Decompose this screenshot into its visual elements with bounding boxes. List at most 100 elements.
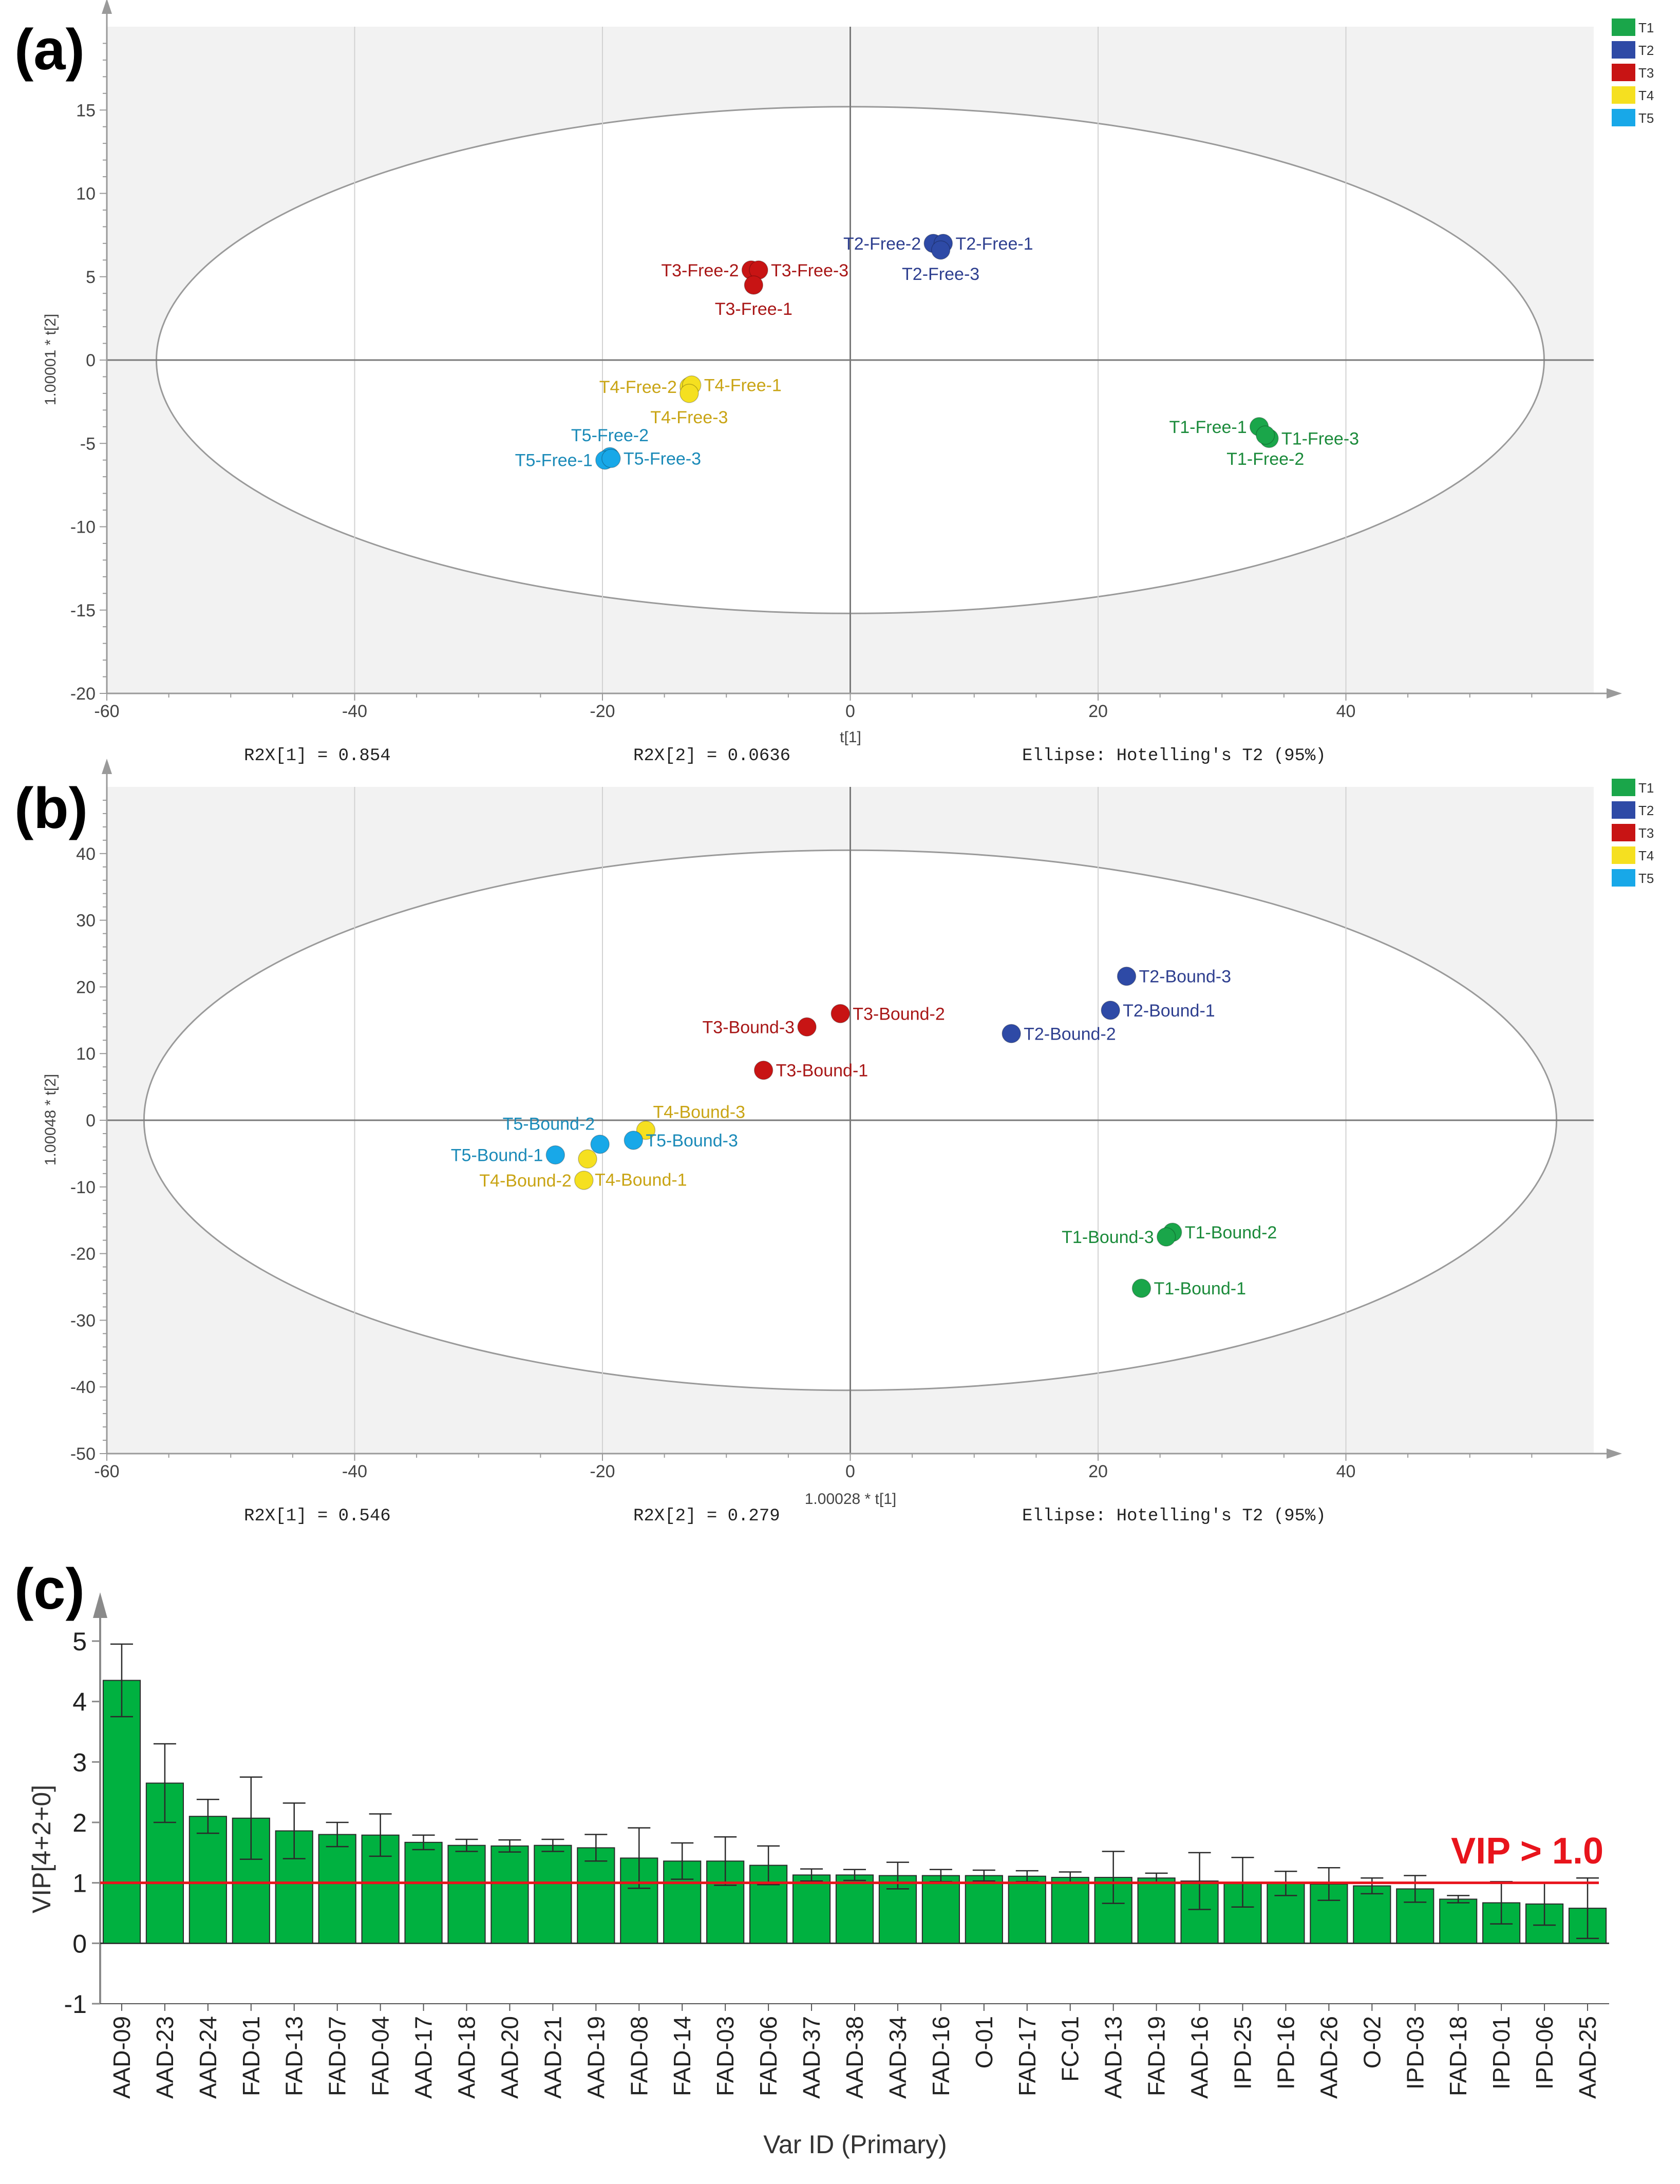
x-category-label: IPD-25: [1229, 2016, 1256, 2089]
y-tick-label: 40: [76, 844, 96, 864]
x-category-label: AAD-19: [582, 2016, 609, 2099]
legend-label: T5: [1638, 110, 1654, 126]
x-tick-label: 0: [845, 1462, 855, 1481]
y-tick-label: 15: [76, 101, 96, 120]
r2x1-b: R2X[1] = 0.546: [244, 1507, 391, 1526]
y-tick-label: -1: [64, 1990, 87, 2019]
y-tick-label: 0: [86, 351, 96, 370]
point-label: T5-Free-1: [515, 451, 593, 470]
x-category-label: FAD-01: [238, 2016, 265, 2096]
y-tick-label: 4: [72, 1688, 87, 1717]
y-axis-label-c: VIP[4+2+0]: [27, 1785, 56, 1913]
x-category-label: AAD-37: [798, 2016, 825, 2099]
x-axis-arrow-icon: [1607, 1448, 1622, 1459]
score-point: [753, 1060, 773, 1080]
vip-bar: [1137, 1877, 1176, 1944]
x-category-label: FAD-06: [755, 2016, 782, 2096]
vip-bar: [577, 1847, 615, 1944]
y-axis-arrow-icon: [102, 759, 112, 774]
legend-b: T1 T2 T3 T4 T5: [1612, 779, 1654, 887]
point-label: T5-Free-3: [624, 449, 701, 468]
x-category-label: FAD-17: [1014, 2016, 1041, 2096]
r2x1-a: R2X[1] = 0.854: [244, 746, 391, 766]
legend-label: T4: [1638, 848, 1654, 863]
y-tick-label: 20: [76, 977, 96, 997]
point-label: T3-Bound-2: [853, 1004, 945, 1024]
legend-swatch: [1612, 18, 1635, 36]
x-category-label: AAD-17: [410, 2016, 437, 2099]
x-category-label: AAD-34: [884, 2016, 911, 2099]
x-category-label: AAD-21: [539, 2016, 566, 2099]
point-label: T1-Free-2: [1226, 449, 1304, 469]
legend-swatch: [1612, 41, 1635, 59]
plot-a-area: -60 -40 -20 0 20 40 -20 -15 -10 -5 0 5 10 15 T1-Free-1…: [70, 0, 1622, 721]
point-label: T5-Bound-3: [646, 1131, 738, 1151]
y-axis-arrow-icon: [93, 1592, 107, 1618]
x-axis-label-b: 1.00028 * t[1]: [805, 1491, 896, 1508]
r2x2-a: R2X[2] = 0.0636: [633, 746, 790, 766]
legend-label: T3: [1638, 65, 1654, 81]
y-tick-label: -5: [80, 434, 96, 454]
x-tick-label: -40: [342, 1462, 367, 1481]
x-axis-label-c: Var ID (Primary): [763, 2130, 947, 2159]
x-tick-label: 0: [845, 702, 855, 721]
x-tick-label: 40: [1336, 702, 1356, 721]
score-point: [931, 240, 951, 260]
point-label: T3-Bound-3: [703, 1018, 795, 1037]
point-label: T3-Free-1: [715, 299, 792, 319]
score-point: [1156, 1227, 1176, 1247]
r2x2-b: R2X[2] = 0.279: [633, 1507, 780, 1526]
panel-a-score-plot: (a) -60 -40 -20 0 20 40 -20 -15 -10 -5 0 5 10 15 T1-Fr…: [14, 0, 1654, 766]
x-category-label: IPD-16: [1272, 2016, 1299, 2089]
vip-bar: [1223, 1881, 1262, 1944]
panel-b-label: (b): [14, 776, 88, 840]
vip-bar: [792, 1874, 831, 1944]
score-point: [1131, 1278, 1152, 1298]
panel-b-score-plot: (b) -60 -40 -20 0 20 40 -50 -40 -30 -20 -10 0 10 20 30…: [14, 759, 1654, 1526]
vip-bar: [404, 1841, 443, 1944]
legend-swatch: [1612, 869, 1635, 887]
legend-swatch: [1612, 824, 1635, 841]
x-category-label: FAD-19: [1143, 2016, 1170, 2096]
legend-swatch: [1612, 109, 1635, 126]
score-point: [1002, 1024, 1021, 1044]
x-category-label: FAD-16: [928, 2016, 954, 2096]
x-category-label: FAD-07: [324, 2016, 351, 2096]
panel-c-label: (c): [14, 1557, 85, 1621]
vip-bar: [965, 1875, 1003, 1944]
legend-label: T2: [1638, 43, 1654, 58]
x-tick-label: 20: [1088, 1462, 1108, 1481]
y-tick-label: -10: [70, 1178, 96, 1197]
x-category-label: FAD-03: [712, 2016, 739, 2096]
y-axis-label-b: 1.00048 * t[2]: [42, 1074, 59, 1165]
score-point: [830, 1004, 850, 1024]
y-tick-label: 2: [72, 1809, 87, 1837]
legend-label: T4: [1638, 88, 1654, 103]
y-axis-label-a: 1.00001 * t[2]: [42, 314, 59, 405]
y-tick-label: 5: [72, 1627, 87, 1656]
legend-label: T2: [1638, 803, 1654, 818]
ellipse-note-b: Ellipse: Hotelling's T2 (95%): [1022, 1507, 1326, 1526]
y-tick-label: -20: [70, 684, 96, 704]
x-category-label: AAD-25: [1574, 2016, 1601, 2099]
y-tick-label: -20: [70, 1245, 96, 1264]
legend-swatch: [1612, 86, 1635, 104]
x-category-label: FAD-04: [367, 2016, 394, 2096]
legend-swatch: [1612, 846, 1635, 864]
x-category-label: O-01: [971, 2016, 997, 2068]
x-tick-label: 40: [1336, 1462, 1356, 1481]
point-label: T2-Free-2: [843, 234, 921, 254]
point-label: T4-Bound-3: [653, 1102, 745, 1122]
y-tick-label: 1: [72, 1869, 87, 1898]
legend-a: T1 T2 T3 T4 T5: [1612, 18, 1654, 126]
x-tick-label: -60: [94, 702, 119, 721]
point-label: T5-Free-2: [571, 426, 649, 445]
x-tick-label: 20: [1088, 702, 1108, 721]
point-label: T2-Bound-1: [1123, 1001, 1215, 1021]
legend-label: T3: [1638, 825, 1654, 841]
plot-c-area: -1 0 1 2 3 4 5 AAD-09 AAD-23 AAD-24 FAD-01 FAD-13 FA…: [64, 1592, 1609, 2099]
vip-bar: [447, 1844, 486, 1944]
legend-swatch: [1612, 64, 1635, 81]
x-category-label: IPD-01: [1488, 2016, 1515, 2089]
